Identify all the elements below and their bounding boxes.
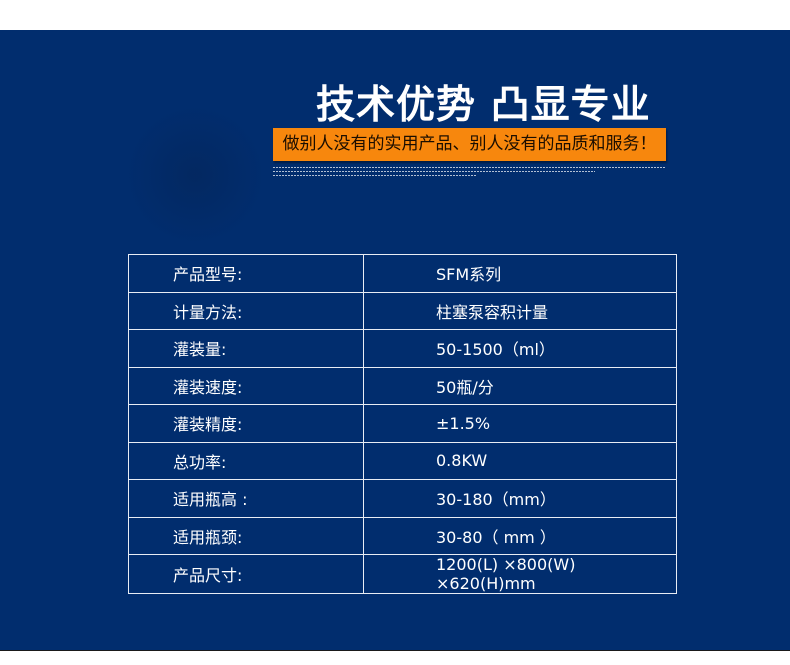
spec-label: 灌装量: (128, 329, 364, 368)
spec-value: 1200(L) ×800(W) ×620(H)mm (363, 554, 677, 594)
spec-label: 产品型号: (128, 254, 364, 293)
page-title: 技术优势 凸显专业 (316, 83, 651, 128)
spec-label: 适用瓶颈: (128, 516, 364, 555)
spec-value: SFM系列 (363, 254, 677, 293)
spec-row: 适用瓶颈: 30-80（ mm ） (128, 516, 677, 555)
spec-value: 30-180（mm） (363, 479, 677, 518)
spec-label: 灌装精度: (128, 404, 364, 443)
background-decoration (125, 105, 265, 245)
spec-row: 产品型号: SFM系列 (128, 254, 677, 293)
spec-value: 30-80（ mm ） (363, 516, 677, 555)
spec-row: 适用瓶高 :30-180（mm） (128, 479, 677, 518)
spec-value: 0.8KW (363, 441, 677, 480)
spec-label: 产品尺寸: (128, 554, 364, 594)
spec-row: 灌装速度: 50瓶/分 (128, 366, 677, 405)
spec-row: 总功率: 0.8KW (128, 441, 677, 480)
spec-label: 总功率: (128, 441, 364, 480)
spec-row: 计量方法: 柱塞泵容积计量 (128, 291, 677, 330)
spec-value: 50瓶/分 (363, 366, 677, 405)
spec-value: 柱塞泵容积计量 (363, 291, 677, 330)
spec-value: ±1.5% (363, 404, 677, 443)
spec-label: 适用瓶高 : (128, 479, 364, 518)
fine-print-decoration (273, 167, 666, 179)
spec-table: 产品型号: SFM系列 计量方法: 柱塞泵容积计量 灌装量: 50-1500（ml） 灌装速… (128, 254, 677, 594)
spec-value: 50-1500（ml） (363, 329, 677, 368)
spec-row: 产品尺寸: 1200(L) ×800(W) ×620(H)mm (128, 554, 677, 594)
spec-label: 灌装速度: (128, 366, 364, 405)
spec-row: 灌装精度: ±1.5% (128, 404, 677, 443)
spec-row: 灌装量: 50-1500（ml） (128, 329, 677, 368)
slogan-banner: 做别人没有的实用产品、别人没有的品质和服务！ (273, 128, 666, 161)
spec-label: 计量方法: (128, 291, 364, 330)
